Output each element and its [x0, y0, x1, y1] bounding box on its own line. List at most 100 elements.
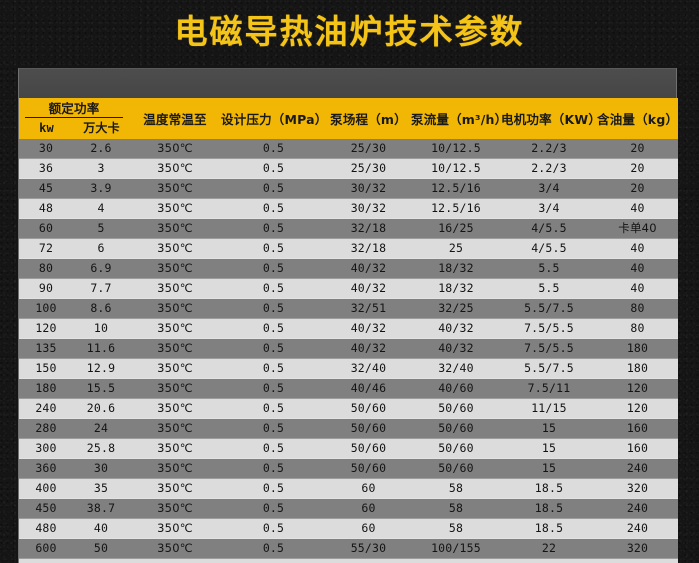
cell-design-pressure: 0.5 [221, 518, 326, 539]
page-title: 电磁导热油炉技术参数 [174, 12, 525, 51]
column-header-rated-power-kw: kw [39, 121, 54, 135]
cell-motor-power: 18.5 [501, 498, 597, 519]
cell-pump-head: 40/32 [326, 338, 411, 359]
cell-motor-power: 15 [501, 418, 597, 439]
cell-rated-power-kw: 280 [19, 418, 73, 439]
cell-oil-capacity: 240 [597, 498, 678, 519]
cell-motor-power: 15 [501, 438, 597, 459]
column-header-pump-flow: 泵流量（m³/h） [411, 98, 507, 139]
cell-pump-flow: 10/12.5 [411, 139, 501, 159]
cell-motor-power: 22 [501, 538, 597, 559]
table-row: 280 24 350℃ 0.5 50/60 50/60 15 160 [19, 418, 678, 439]
cell-pump-flow: 12.5/16 [411, 178, 501, 199]
cell-pump-flow: 50/60 [411, 418, 501, 439]
cell-temperature: 350℃ [129, 358, 221, 379]
cell-design-pressure: 0.5 [221, 478, 326, 499]
cell-pump-head: 50/60 [326, 458, 411, 479]
cell-oil-capacity: 180 [597, 358, 678, 379]
cell-design-pressure: 0.5 [221, 178, 326, 199]
table-header-row: 额定功率 kw 万大卡 温度常温至 设计压力（MPa） 泵场程（m） 泵流量（m… [19, 98, 678, 139]
cell-rated-power-kw: 400 [19, 478, 73, 499]
cell-oil-capacity: 240 [597, 518, 678, 539]
cell-oil-capacity: 40 [597, 278, 678, 299]
cell-motor-power: 7.5/5.5 [501, 318, 597, 339]
cell-rated-power-wan: 2.6 [73, 139, 129, 159]
cell-rated-power-wan: 10 [73, 318, 129, 339]
cell-pump-flow: 58 [411, 518, 501, 539]
cell-oil-capacity: 20 [597, 139, 678, 159]
cell-design-pressure: 0.5 [221, 258, 326, 279]
spec-table: 额定功率 kw 万大卡 温度常温至 设计压力（MPa） 泵场程（m） 泵流量（m… [19, 98, 678, 563]
table-row: 480 40 350℃ 0.5 60 58 18.5 240 [19, 518, 678, 539]
cell-rated-power-kw: 48 [19, 198, 73, 219]
cell-temperature: 350℃ [129, 258, 221, 279]
cell-rated-power-wan: 4 [73, 198, 129, 219]
column-header-rated-power-label: 额定功率 [25, 99, 123, 118]
cell-pump-head: 55/30 [326, 538, 411, 559]
cell-design-pressure: 0.5 [221, 338, 326, 359]
column-header-design-pressure: 设计压力（MPa） [221, 98, 327, 139]
cell-pump-head: 50/60 [326, 438, 411, 459]
cell-rated-power-wan: 50 [73, 538, 129, 559]
cell-rated-power-wan: 40 [73, 518, 129, 539]
cell-rated-power-wan: 3.9 [73, 178, 129, 199]
cell-rated-power-wan: 20.6 [73, 398, 129, 419]
cell-design-pressure: 0.5 [221, 398, 326, 419]
cell-rated-power-kw: 480 [19, 518, 73, 539]
cell-pump-head: 80/60 [326, 558, 411, 563]
cell-motor-power: 5.5/7.5 [501, 298, 597, 319]
cell-motor-power: 4/5.5 [501, 218, 597, 239]
cell-design-pressure: 0.5 [221, 158, 326, 179]
cell-rated-power-kw: 450 [19, 498, 73, 519]
cell-pump-flow: 40/60 [411, 378, 501, 399]
cell-pump-head: 50/60 [326, 398, 411, 419]
cell-oil-capacity: 160 [597, 418, 678, 439]
cell-motor-power: 2.2/3 [501, 139, 597, 159]
table-row: 360 30 350℃ 0.5 50/60 50/60 15 240 [19, 458, 678, 479]
cell-temperature: 350℃ [129, 318, 221, 339]
cell-motor-power: 5.5 [501, 258, 597, 279]
cell-rated-power-wan: 25.8 [73, 438, 129, 459]
cell-oil-capacity: 卡单40 [597, 218, 678, 239]
cell-rated-power-kw: 100 [19, 298, 73, 319]
cell-rated-power-kw: 300 [19, 438, 73, 459]
cell-oil-capacity: 20 [597, 158, 678, 179]
cell-pump-flow: 18/32 [411, 278, 501, 299]
table-row: 80 6.9 350℃ 0.5 40/32 18/32 5.5 40 [19, 258, 678, 279]
cell-oil-capacity: 180 [597, 338, 678, 359]
cell-pump-head: 32/18 [326, 218, 411, 239]
table-row: 180 15.5 350℃ 0.5 40/46 40/60 7.5/11 120 [19, 378, 678, 399]
cell-pump-head: 40/32 [326, 318, 411, 339]
cell-rated-power-wan: 38.7 [73, 498, 129, 519]
cell-motor-power: 3/4 [501, 178, 597, 199]
cell-pump-flow: 16/25 [411, 218, 501, 239]
cell-rated-power-wan: 6.9 [73, 258, 129, 279]
table-row: 135 11.6 350℃ 0.5 40/32 40/32 7.5/5.5 180 [19, 338, 678, 359]
table-body: 30 2.6 350℃ 0.5 25/30 10/12.5 2.2/3 20 36 3 350℃ 0.… [19, 139, 678, 563]
cell-rated-power-kw: 600 [19, 538, 73, 559]
cell-oil-capacity: 20 [597, 178, 678, 199]
cell-design-pressure: 0.5 [221, 458, 326, 479]
cell-design-pressure: 0.5 [221, 538, 326, 559]
cell-temperature: 350℃ [129, 298, 221, 319]
table-row: 45 3.9 350℃ 0.5 30/32 12.5/16 3/4 20 [19, 178, 678, 199]
cell-oil-capacity: 80 [597, 318, 678, 339]
cell-temperature: 350℃ [129, 198, 221, 219]
cell-oil-capacity: 120 [597, 378, 678, 399]
cell-temperature: 350℃ [129, 498, 221, 519]
cell-pump-flow: 18/32 [411, 258, 501, 279]
cell-design-pressure: 0.5 [221, 278, 326, 299]
cell-design-pressure: 0.5 [221, 139, 326, 159]
table-header: 额定功率 kw 万大卡 温度常温至 设计压力（MPa） 泵场程（m） 泵流量（m… [19, 98, 678, 139]
table-row: 30 2.6 350℃ 0.5 25/30 10/12.5 2.2/3 20 [19, 139, 678, 159]
cell-design-pressure: 0.5 [221, 218, 326, 239]
cell-rated-power-wan: 86 [73, 558, 129, 563]
cell-rated-power-wan: 8.6 [73, 298, 129, 319]
table-row: 90 7.7 350℃ 0.5 40/32 18/32 5.5 40 [19, 278, 678, 299]
cell-design-pressure: 0.5 [221, 378, 326, 399]
cell-motor-power: 7.5/11 [501, 378, 597, 399]
cell-temperature: 350℃ [129, 218, 221, 239]
table-row: 450 38.7 350℃ 0.5 60 58 18.5 240 [19, 498, 678, 519]
cell-pump-head: 32/51 [326, 298, 411, 319]
cell-temperature: 350℃ [129, 378, 221, 399]
